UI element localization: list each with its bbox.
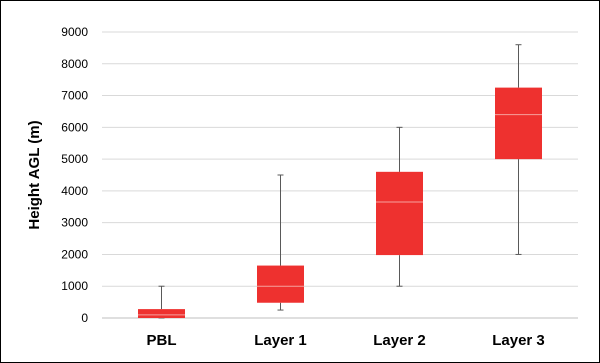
y-tick-label: 6000 xyxy=(61,120,88,134)
y-tick-label: 9000 xyxy=(61,25,88,39)
y-tick-label: 1000 xyxy=(61,279,88,293)
y-tick-label: 4000 xyxy=(61,184,88,198)
y-tick-label: 5000 xyxy=(61,152,88,166)
x-category-label: PBL xyxy=(147,332,177,349)
x-category-label: Layer 3 xyxy=(492,332,545,349)
y-tick-label: 7000 xyxy=(61,89,88,103)
y-tick-label: 2000 xyxy=(61,247,88,261)
box-1 xyxy=(257,265,304,303)
y-tick-label: 8000 xyxy=(61,57,88,71)
y-axis-title: Height AGL (m) xyxy=(26,120,43,229)
y-tick-label: 0 xyxy=(81,311,88,325)
box-0 xyxy=(138,309,185,318)
y-tick-label: 3000 xyxy=(61,216,88,230)
box-2 xyxy=(376,171,423,256)
x-category-label: Layer 1 xyxy=(254,332,307,349)
box-3 xyxy=(495,87,542,160)
x-category-label: Layer 2 xyxy=(373,332,426,349)
